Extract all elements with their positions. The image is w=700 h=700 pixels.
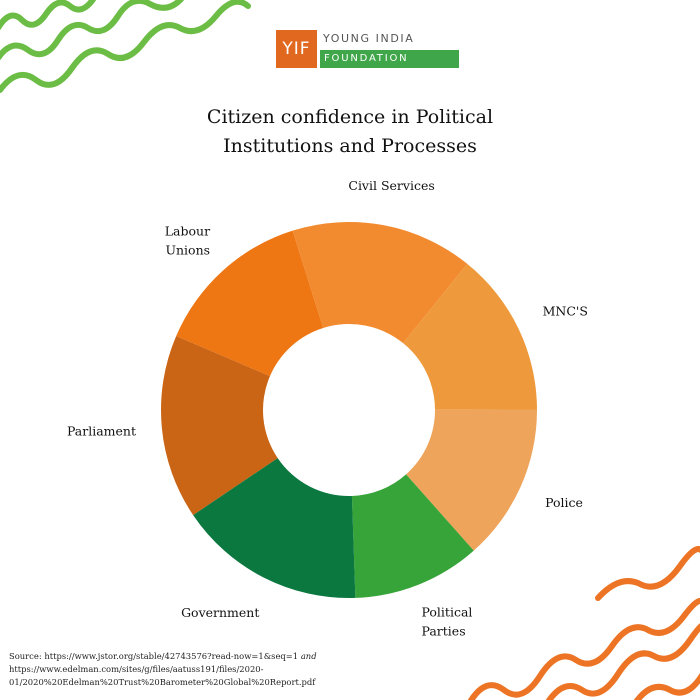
chart-title: Citizen confidence in Political Institut… — [150, 103, 550, 161]
source-prefix: Source: — [9, 651, 42, 661]
source-citation: Source: https://www.jstor.org/stable/427… — [9, 650, 649, 689]
source-link-1[interactable]: https://www.jstor.org/stable/42743576?re… — [44, 651, 299, 661]
orange-squiggle-1 — [467, 597, 700, 700]
logo-name-top: YOUNG INDIA — [323, 32, 415, 45]
orange-squiggle-3 — [633, 672, 700, 700]
slice-parliament — [160, 335, 278, 516]
chart-title-line-2: Institutions and Processes — [223, 135, 477, 157]
orange-squiggle-2 — [545, 623, 700, 700]
source-conjunction: and — [300, 651, 317, 661]
donut-slices — [160, 222, 537, 598]
slice-civil-services — [292, 222, 468, 344]
green-squiggle-1 — [0, 0, 97, 31]
yif-logo: YIF YOUNG INDIA FOUNDATION — [276, 30, 459, 68]
logo-name-bottom: FOUNDATION — [320, 50, 459, 68]
label-government: Government — [181, 605, 259, 620]
chart-title-line-1: Citizen confidence in Political — [206, 106, 494, 128]
logo-wordmark: YOUNG INDIA FOUNDATION — [320, 30, 459, 68]
logo-mark: YIF — [276, 30, 317, 68]
slice-political-parties — [351, 474, 474, 598]
source-link-2[interactable]: https://www.edelman.com/sites/g/files/aa… — [9, 664, 264, 674]
slice-labour-unions — [176, 230, 324, 377]
green-squiggle-3 — [0, 0, 251, 93]
label-parliament: Parliament — [67, 423, 136, 438]
slice-police — [406, 409, 537, 551]
label-labour-unions: Labour Unions — [165, 223, 210, 257]
label-police: Police — [545, 495, 583, 510]
slice-mnc-s — [403, 263, 537, 410]
slice-government — [193, 458, 356, 598]
label-political-parties: Political Parties — [422, 604, 473, 638]
orange-squiggle-4 — [595, 546, 700, 601]
donut-labels: Parliament Labour Unions Civil Services MNC'… — [67, 178, 588, 638]
label-mnc-s: MNC'S — [543, 304, 588, 319]
green-squiggle-2 — [0, 0, 185, 61]
label-civil-services: Civil Services — [348, 178, 434, 193]
source-link-3[interactable]: 01/2020%20Edelman%20Trust%20Barometer%20… — [9, 677, 316, 687]
